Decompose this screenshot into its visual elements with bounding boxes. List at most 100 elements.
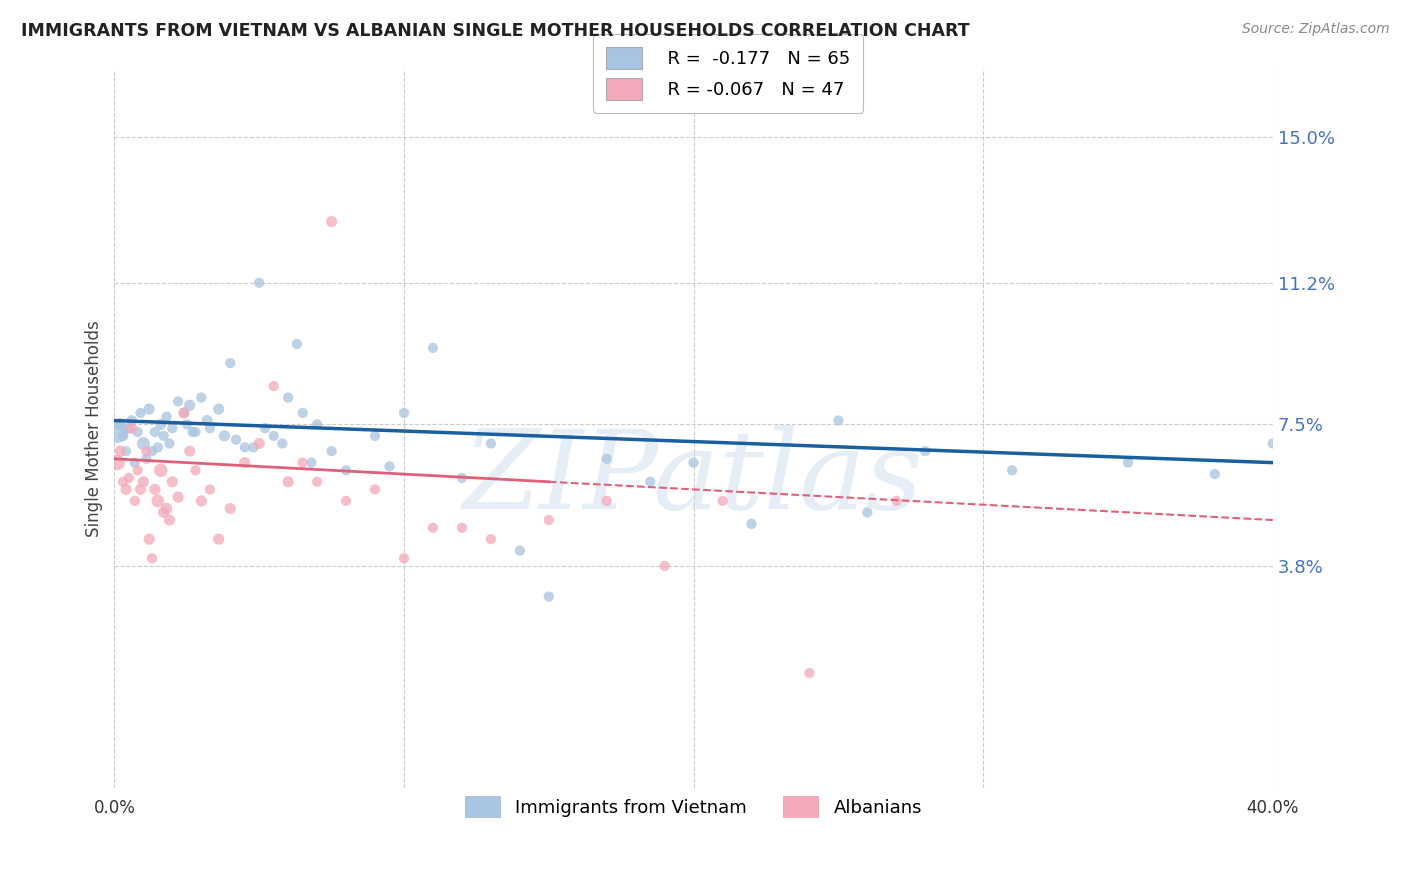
Point — [741, 516, 763, 531]
Point — [638, 475, 661, 489]
Point — [291, 456, 314, 470]
Point — [285, 337, 308, 351]
Point — [422, 341, 444, 355]
Point — [392, 551, 415, 566]
Point — [242, 440, 264, 454]
Point — [146, 440, 169, 454]
Point — [155, 501, 177, 516]
Point — [1001, 463, 1024, 477]
Point — [1204, 467, 1226, 482]
Point — [138, 532, 160, 546]
Point — [184, 425, 207, 439]
Point — [451, 521, 474, 535]
Point — [827, 413, 849, 427]
Point — [167, 490, 190, 504]
Point — [121, 421, 143, 435]
Point — [1116, 456, 1139, 470]
Point — [537, 590, 560, 604]
Point — [509, 543, 531, 558]
Point — [596, 451, 619, 466]
Point — [152, 505, 174, 519]
Point — [146, 494, 169, 508]
Text: Source: ZipAtlas.com: Source: ZipAtlas.com — [1241, 22, 1389, 37]
Point — [208, 402, 231, 417]
Point — [914, 444, 936, 458]
Text: 40.0%: 40.0% — [1247, 799, 1299, 817]
Point — [108, 444, 131, 458]
Point — [253, 421, 276, 435]
Point — [124, 456, 146, 470]
Point — [179, 444, 201, 458]
Point — [277, 475, 299, 489]
Point — [132, 475, 155, 489]
Point — [112, 475, 135, 489]
Point — [263, 429, 285, 443]
Point — [321, 214, 343, 228]
Point — [225, 433, 247, 447]
Point — [219, 501, 242, 516]
Point — [115, 483, 138, 497]
Point — [179, 398, 201, 412]
Point — [271, 436, 294, 450]
Point — [159, 436, 181, 450]
Point — [451, 471, 474, 485]
Point — [214, 429, 236, 443]
Point — [364, 483, 387, 497]
Point — [124, 494, 146, 508]
Point — [190, 494, 212, 508]
Point — [479, 436, 502, 450]
Point — [159, 513, 181, 527]
Point — [149, 463, 172, 477]
Point — [108, 417, 131, 432]
Point — [198, 483, 221, 497]
Point — [143, 425, 166, 439]
Point — [335, 463, 357, 477]
Legend: Immigrants from Vietnam, Albanians: Immigrants from Vietnam, Albanians — [457, 789, 929, 826]
Point — [291, 406, 314, 420]
Point — [799, 666, 821, 681]
Point — [321, 444, 343, 458]
Point — [184, 463, 207, 477]
Point — [115, 444, 138, 458]
Point — [263, 379, 285, 393]
Point — [135, 444, 157, 458]
Point — [247, 436, 270, 450]
Point — [121, 413, 143, 427]
Point — [378, 459, 401, 474]
Point — [884, 494, 907, 508]
Point — [105, 456, 128, 470]
Point — [219, 356, 242, 370]
Point — [162, 421, 184, 435]
Point — [155, 409, 177, 424]
Point — [135, 451, 157, 466]
Point — [247, 276, 270, 290]
Point — [167, 394, 190, 409]
Point — [596, 494, 619, 508]
Point — [299, 456, 322, 470]
Point — [364, 429, 387, 443]
Point — [208, 532, 231, 546]
Point — [162, 475, 184, 489]
Point — [176, 417, 198, 432]
Point — [129, 406, 152, 420]
Point — [173, 406, 195, 420]
Point — [198, 421, 221, 435]
Point — [711, 494, 734, 508]
Point — [307, 417, 329, 432]
Point — [233, 456, 256, 470]
Point — [537, 513, 560, 527]
Point — [195, 413, 218, 427]
Point — [143, 483, 166, 497]
Point — [335, 494, 357, 508]
Point — [422, 521, 444, 535]
Point — [190, 391, 212, 405]
Y-axis label: Single Mother Households: Single Mother Households — [86, 320, 103, 537]
Text: ZIPatlas: ZIPatlas — [464, 425, 924, 533]
Point — [118, 421, 141, 435]
Point — [152, 429, 174, 443]
Point — [127, 425, 149, 439]
Point — [118, 471, 141, 485]
Point — [682, 456, 704, 470]
Point — [112, 429, 135, 443]
Point — [479, 532, 502, 546]
